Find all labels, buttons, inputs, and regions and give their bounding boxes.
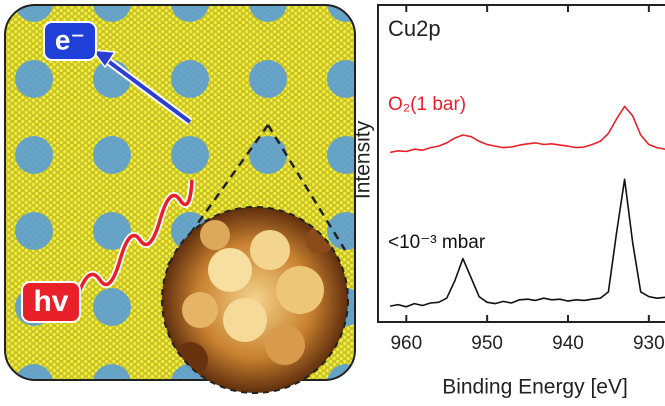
x-tick-label: 940 xyxy=(552,333,584,354)
x-tick-label: 960 xyxy=(390,333,422,354)
figure: e⁻ hv Cu2p Intensity Binding Energy [eV]… xyxy=(0,0,665,406)
chart-title: Cu2p xyxy=(388,16,441,41)
series-label: O₂(1 bar) xyxy=(388,94,466,115)
y-axis-label: Intensity xyxy=(352,120,375,199)
illustration: e⁻ hv xyxy=(5,5,355,395)
plot-frame xyxy=(378,5,665,322)
photon-label: hv xyxy=(33,285,68,318)
electron-label: e⁻ xyxy=(55,24,85,55)
x-tick-label: 930 xyxy=(633,333,665,354)
x-tick-label: 950 xyxy=(471,333,503,354)
chart: Cu2p Intensity Binding Energy [eV] 960 95… xyxy=(352,5,665,399)
x-axis-label: Binding Energy [eV] xyxy=(442,376,628,399)
series-label: <10⁻³ mbar xyxy=(388,232,486,253)
